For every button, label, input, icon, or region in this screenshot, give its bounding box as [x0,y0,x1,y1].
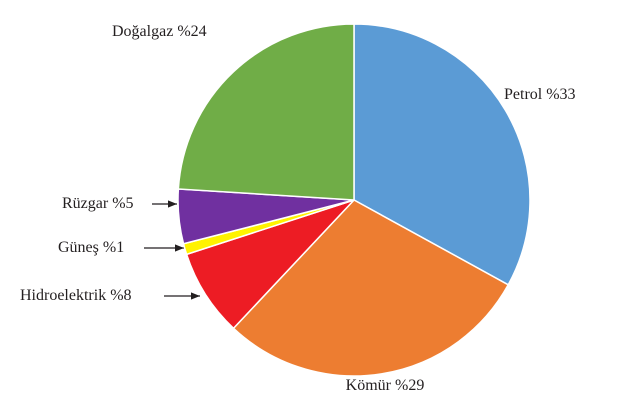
slice-label: Kömür %29 [346,377,425,394]
value-label: %24 [177,23,206,40]
category-name: Doğalgaz [112,23,173,40]
value-label: %8 [110,287,131,304]
slice-label: Güneş %1 [58,239,124,256]
slice-label: Petrol %33 [504,86,576,103]
category-name: Hidroelektrik [20,287,106,304]
pie-slice [177,23,355,201]
category-name: Kömür [346,377,392,394]
category-name: Rüzgar [62,195,109,212]
arrows [144,200,200,300]
value-label: %5 [112,195,133,212]
pie-slice [353,23,531,286]
slice-label: Rüzgar %5 [62,195,134,212]
slice-label: Doğalgaz %24 [112,23,207,40]
pie-slice [185,199,355,330]
category-name: Güneş [58,239,99,256]
category-name: Petrol [504,86,543,103]
value-label: %33 [546,86,575,103]
value-label: %1 [103,239,124,256]
value-label: %29 [395,377,424,394]
pie-slice [232,199,510,377]
slice-label: Hidroelektrik %8 [20,287,132,304]
